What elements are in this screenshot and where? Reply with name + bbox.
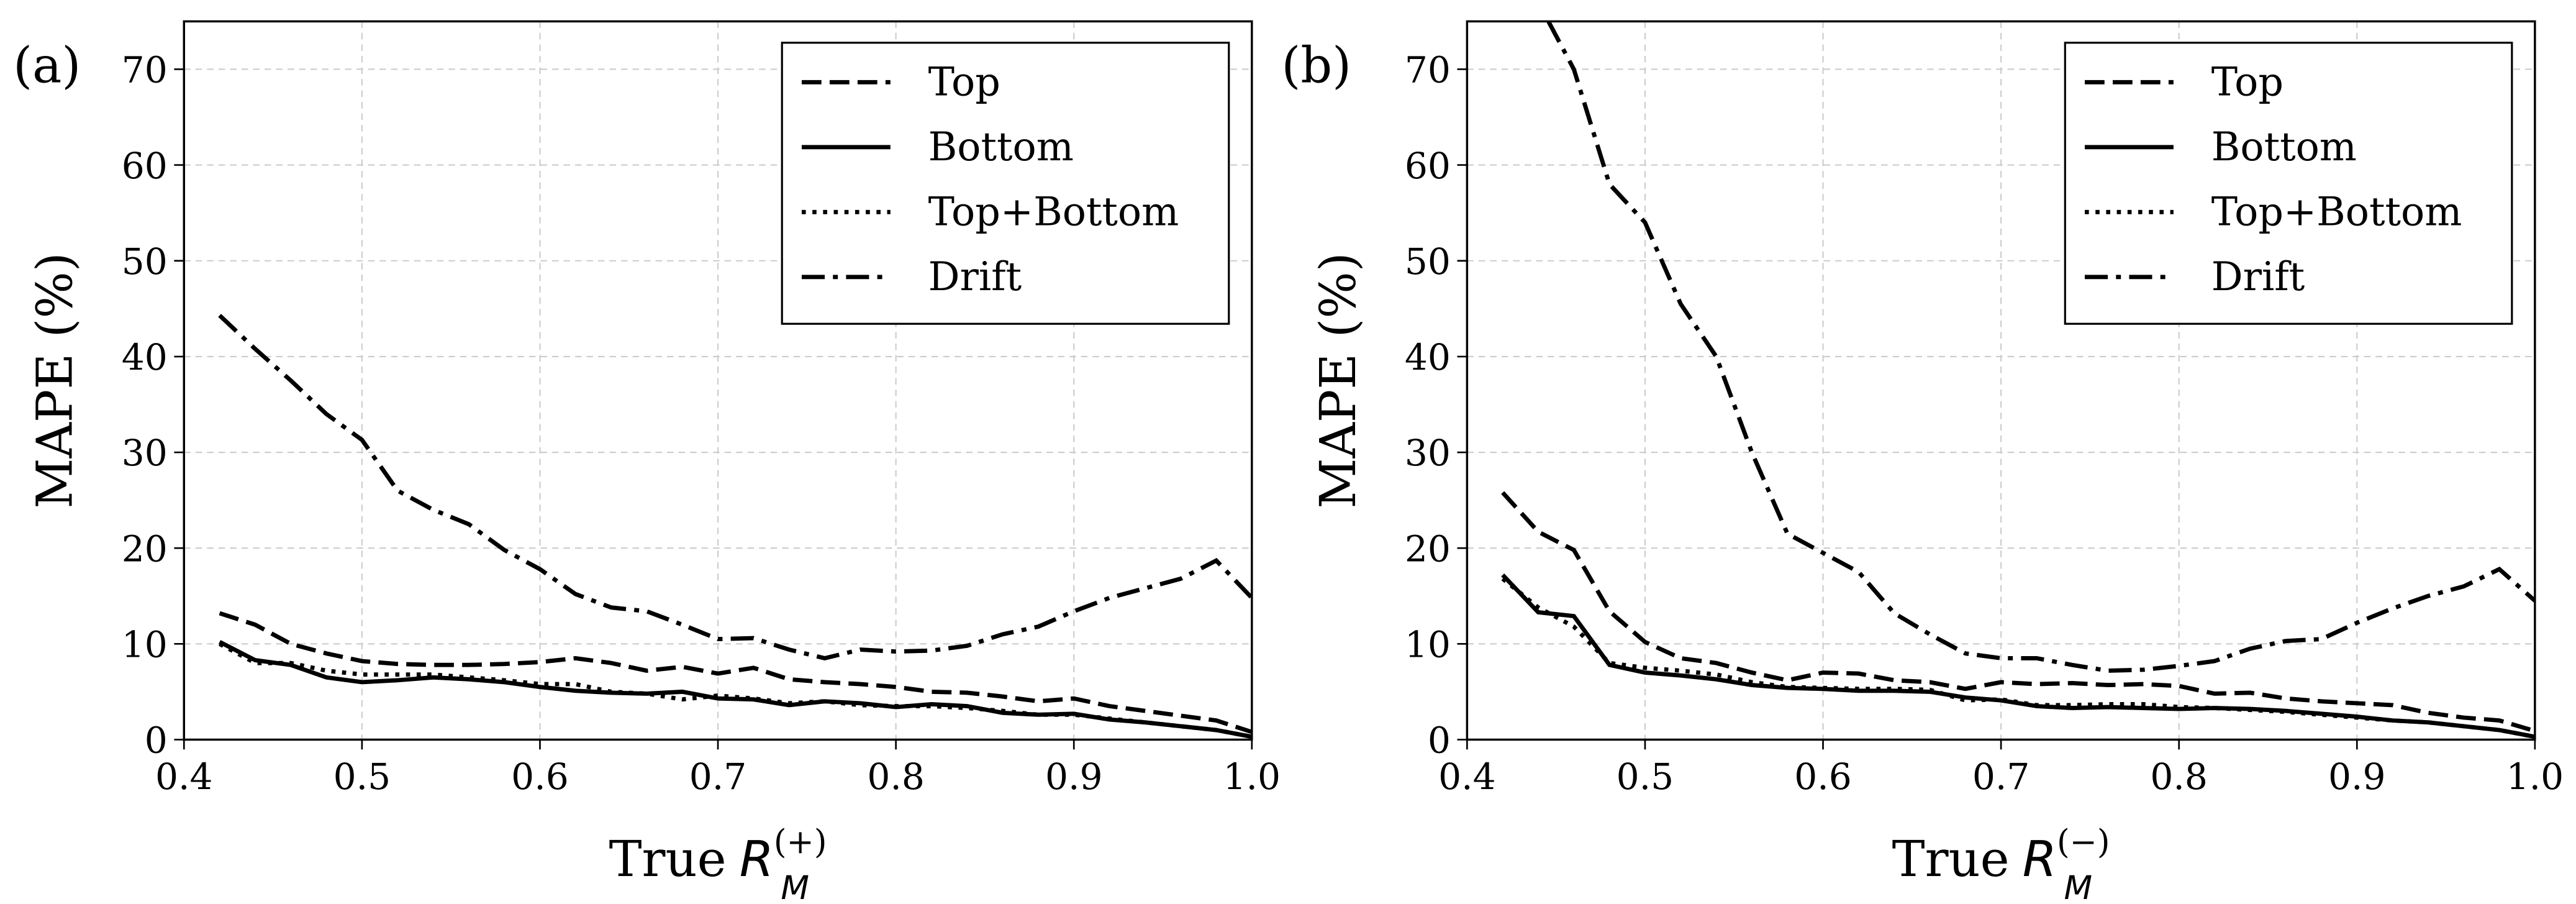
- series-line: [218, 642, 1252, 739]
- y-tick-label: 60: [122, 145, 168, 187]
- x-label-symbol: R: [740, 830, 774, 888]
- x-label-text: True: [609, 830, 727, 888]
- x-tick-label: 1.0: [2506, 756, 2564, 798]
- legend-label: Top: [2211, 58, 2283, 104]
- y-tick-label: 30: [122, 432, 168, 474]
- panel-label: (a): [13, 36, 81, 94]
- y-tick-label: 70: [122, 49, 168, 91]
- y-tick-label: 30: [1405, 432, 1451, 474]
- legend-label: Top: [928, 58, 1000, 104]
- x-tick-label: 0.8: [867, 756, 925, 798]
- series-line: [218, 314, 1252, 660]
- y-tick-label: 50: [1405, 240, 1451, 283]
- y-tick-label: 60: [1405, 145, 1451, 187]
- panel-label: (b): [1281, 36, 1351, 94]
- series-line: [1501, 491, 2535, 733]
- x-tick-label: 1.0: [1223, 756, 1281, 798]
- y-tick-label: 20: [122, 527, 168, 570]
- x-label-sub: M: [781, 869, 809, 904]
- series-line: [1546, 21, 2535, 673]
- x-tick-label: 0.6: [511, 756, 569, 798]
- y-tick-label: 20: [1405, 527, 1451, 570]
- x-tick-label: 0.9: [1045, 756, 1103, 798]
- y-tick-label: 50: [122, 240, 168, 283]
- legend-label: Bottom: [2211, 124, 2357, 170]
- x-tick-label: 0.5: [1617, 756, 1674, 798]
- y-tick-label: 40: [122, 336, 168, 378]
- x-tick-label: 0.7: [689, 756, 747, 798]
- x-tick-label: 0.6: [1794, 756, 1852, 798]
- plot-frame: [1466, 20, 2536, 741]
- y-axis-label: MAPE (%): [1309, 252, 1367, 508]
- x-label-sup: (+): [774, 823, 827, 861]
- y-tick-label: 10: [1405, 623, 1451, 665]
- x-label-text: True: [1892, 830, 2010, 888]
- legend-label: Drift: [2211, 253, 2305, 299]
- y-tick-label: 70: [1405, 49, 1451, 91]
- x-tick-label: 0.4: [155, 756, 213, 798]
- x-tick-label: 0.8: [2150, 756, 2208, 798]
- y-tick-label: 40: [1405, 336, 1451, 378]
- y-tick-label: 0: [1428, 719, 1451, 762]
- x-tick-label: 0.7: [1972, 756, 2030, 798]
- legend-label: Drift: [928, 253, 1022, 299]
- series-line: [1501, 577, 2535, 739]
- x-tick-label: 0.5: [333, 756, 391, 798]
- legend-label: Top+Bottom: [2211, 188, 2462, 234]
- x-tick-label: 0.9: [2328, 756, 2386, 798]
- x-axis-label: True R(+) M: [609, 823, 827, 904]
- series-line: [219, 640, 1252, 739]
- y-tick-label: 0: [145, 719, 168, 762]
- x-label-symbol: R: [2023, 830, 2057, 888]
- plot-frame: [183, 20, 1253, 741]
- x-axis-label: True R(−) M: [1892, 823, 2110, 904]
- panel: 0.4 0.5 0.6 0.7 0.8 0.9 1.0 0 10 20 30 40 50 60 70 Top B…: [13, 20, 1281, 904]
- series-line: [1501, 573, 2535, 739]
- legend-label: Bottom: [928, 124, 1074, 170]
- legend-label: Top+Bottom: [928, 188, 1179, 234]
- y-tick-label: 10: [122, 623, 168, 665]
- x-label-sub: M: [2064, 869, 2092, 904]
- x-label-sup: (−): [2057, 823, 2110, 861]
- series-line: [219, 611, 1252, 734]
- panel: 0.4 0.5 0.6 0.7 0.8 0.9 1.0 0 10 20 30 40 50 60 70 Top B…: [1281, 20, 2564, 904]
- y-axis-label: MAPE (%): [26, 252, 84, 508]
- x-tick-label: 0.4: [1438, 756, 1496, 798]
